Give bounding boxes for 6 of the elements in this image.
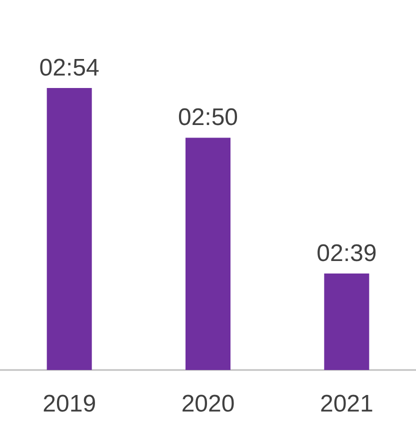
x-tick-label: 2019 — [42, 390, 96, 418]
data-label: 02:54 — [39, 54, 100, 82]
x-tick-label: 2020 — [181, 390, 235, 418]
data-label: 02:50 — [178, 104, 238, 132]
data-label: 02:39 — [316, 240, 377, 268]
x-tick-label: 2021 — [320, 390, 374, 418]
